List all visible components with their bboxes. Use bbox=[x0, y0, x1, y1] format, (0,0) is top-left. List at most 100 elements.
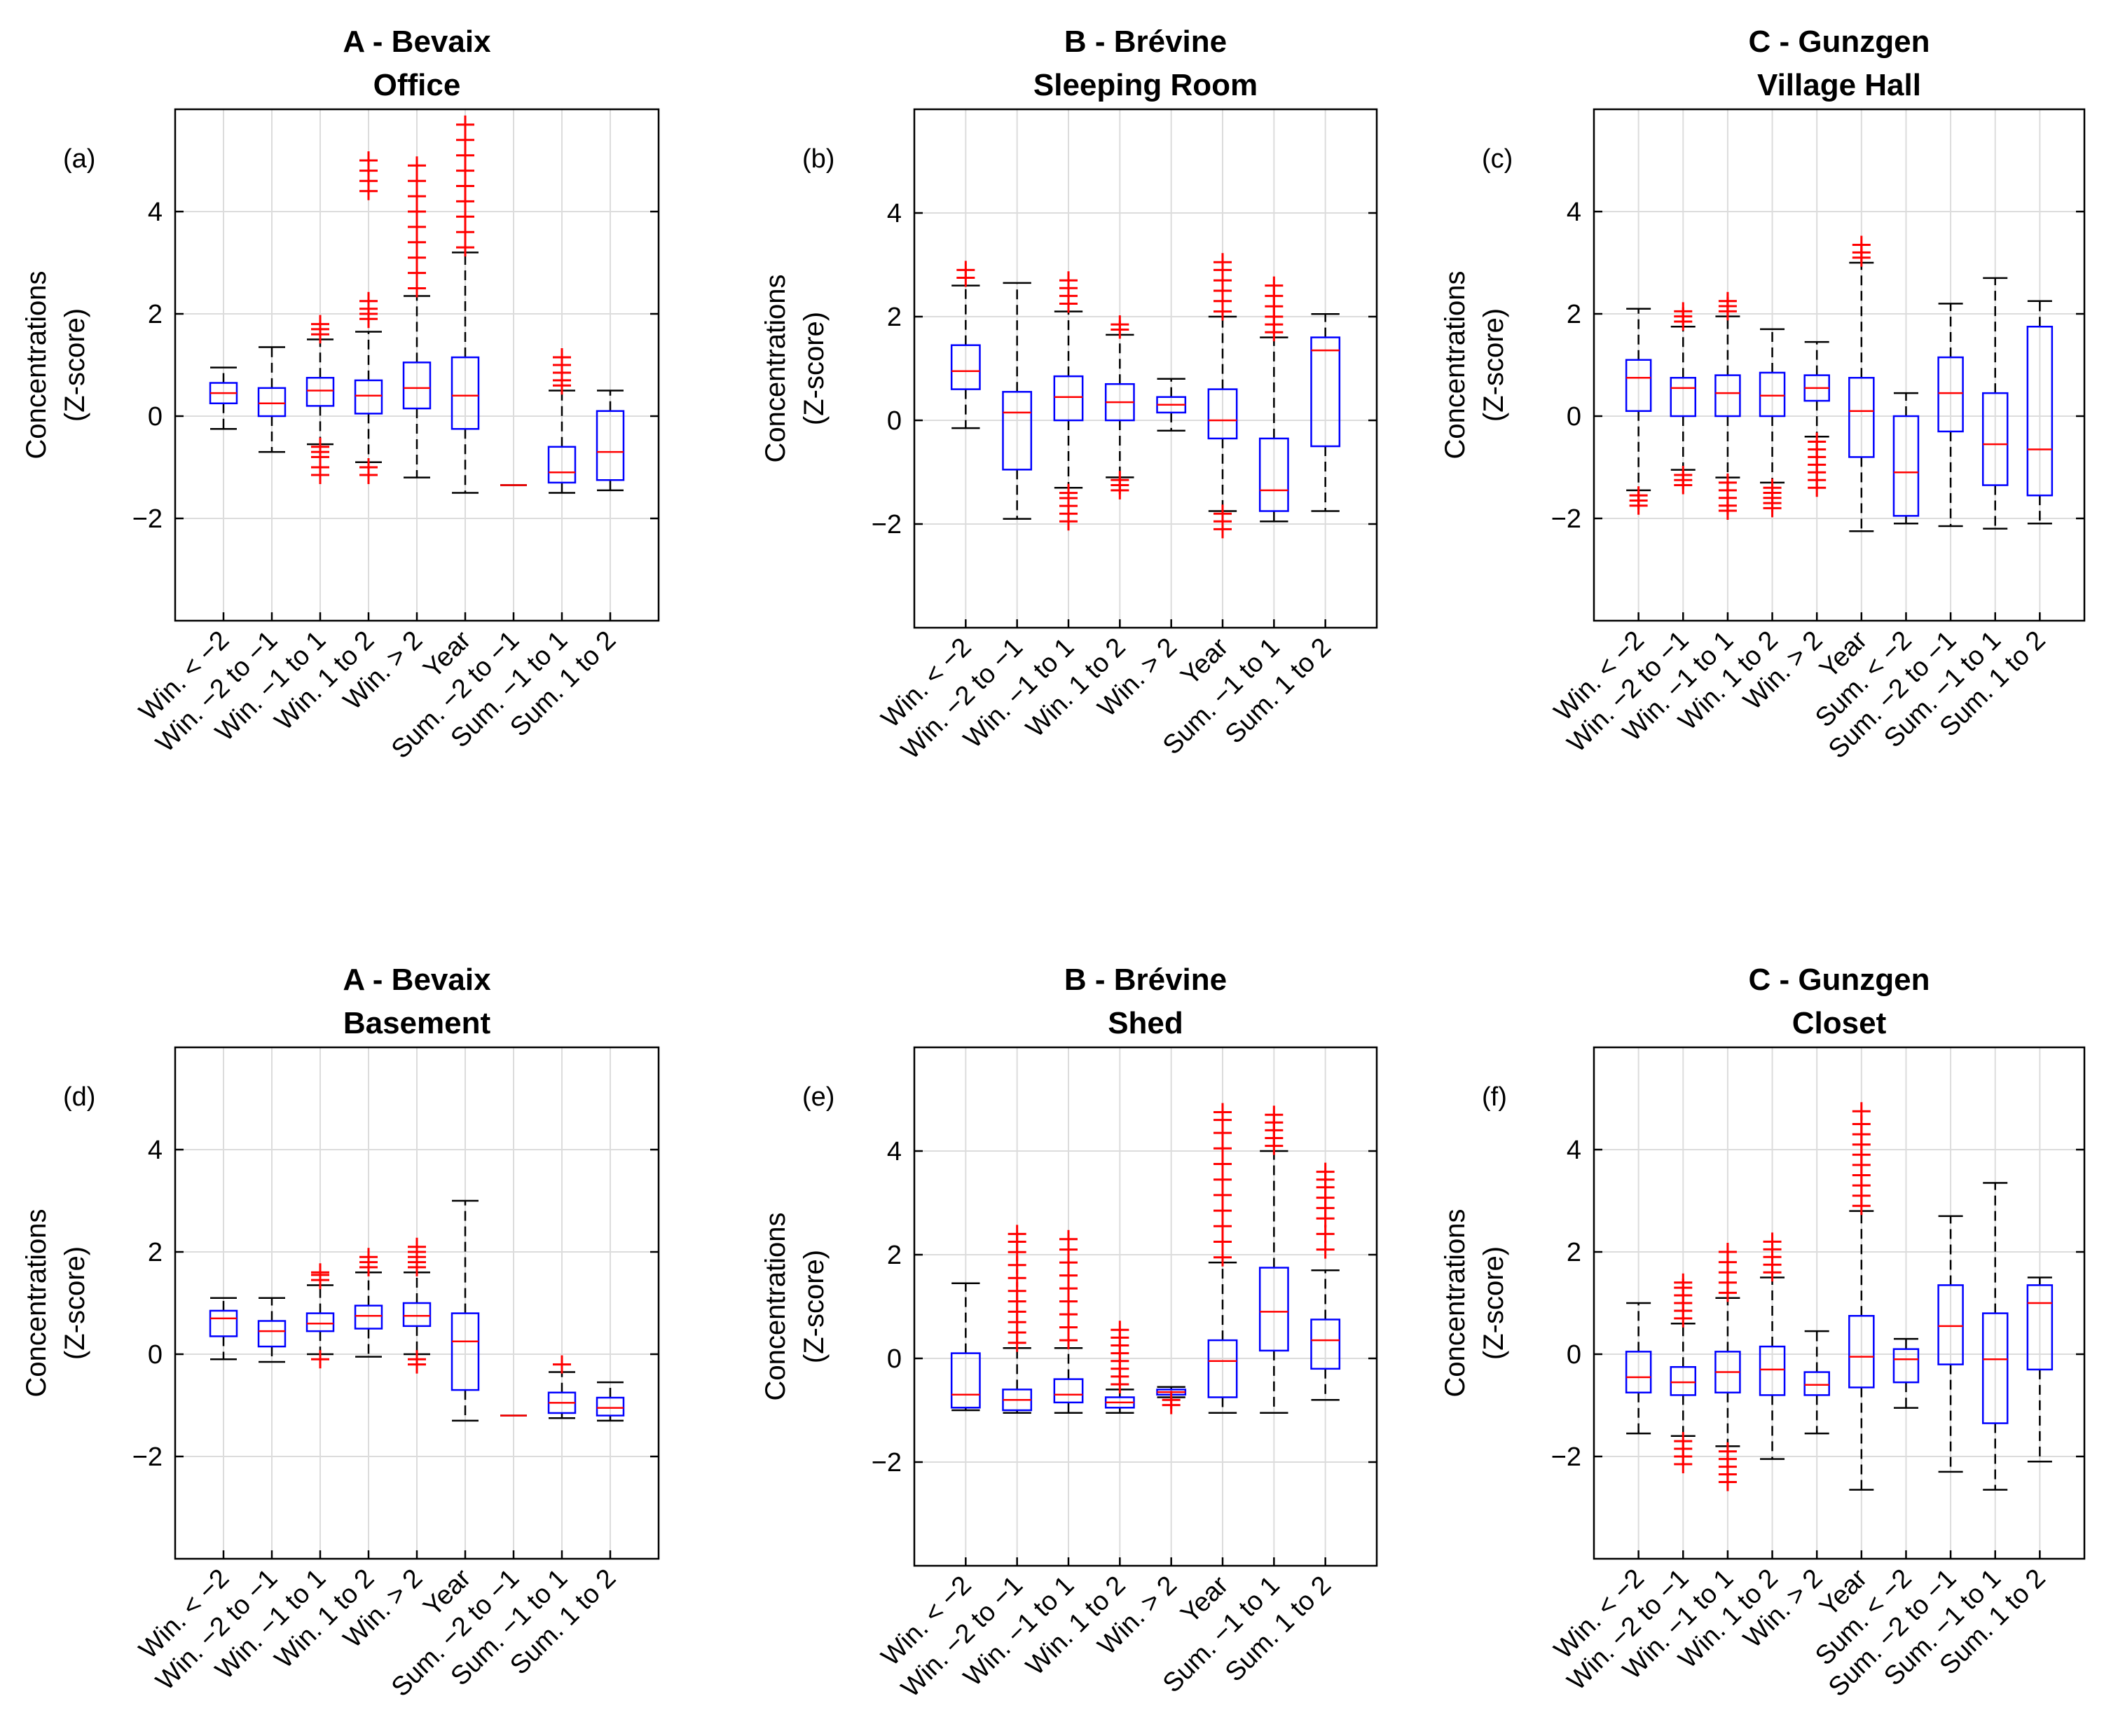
box-6 bbox=[1207, 1103, 1238, 1414]
panel-title-line-1: C - Gunzgen bbox=[1748, 25, 1930, 59]
box-3 bbox=[305, 1263, 335, 1369]
box-body bbox=[547, 446, 577, 484]
box-1 bbox=[209, 366, 238, 430]
box-body bbox=[1258, 437, 1289, 512]
box-8 bbox=[1937, 1215, 1964, 1473]
outlier-marker bbox=[1213, 1217, 1232, 1236]
panel-title-line-2: Office bbox=[373, 68, 461, 102]
panel-label: (a) bbox=[63, 144, 95, 174]
box-body bbox=[1670, 377, 1697, 418]
box-1 bbox=[209, 1297, 238, 1360]
y-tick-label: 4 bbox=[1567, 1136, 1581, 1165]
panel-label: (f) bbox=[1482, 1082, 1507, 1112]
y-tick-label: 2 bbox=[887, 1241, 902, 1270]
y-axis-label-line-1: Concentrations bbox=[1440, 1208, 1471, 1397]
box-body bbox=[1625, 1351, 1652, 1393]
outlier-marker bbox=[408, 1355, 426, 1374]
panel-label: (b) bbox=[802, 144, 834, 174]
y-tick-label: 0 bbox=[148, 1340, 163, 1370]
box-8 bbox=[1310, 313, 1341, 512]
box-body bbox=[1937, 356, 1964, 433]
box-5 bbox=[402, 1237, 432, 1374]
y-tick-label: −2 bbox=[132, 504, 163, 534]
box-body bbox=[1053, 1378, 1084, 1404]
outlier-marker bbox=[1852, 1102, 1871, 1121]
box-body bbox=[1310, 1318, 1341, 1370]
outlier-marker bbox=[1213, 253, 1232, 272]
outlier-marker bbox=[1718, 1243, 1737, 1261]
outlier-marker bbox=[359, 151, 378, 170]
outlier-marker bbox=[311, 465, 329, 484]
y-tick-label: 2 bbox=[1567, 1238, 1581, 1267]
box-body bbox=[1981, 392, 2009, 486]
y-axis-label-line-1: Concentrations bbox=[760, 274, 791, 462]
outlier-marker bbox=[456, 146, 474, 165]
box-7 bbox=[1258, 276, 1289, 523]
outlier-marker bbox=[1213, 1201, 1232, 1220]
box-3 bbox=[1714, 291, 1741, 521]
box-body bbox=[354, 379, 383, 415]
outlier-marker bbox=[359, 291, 378, 310]
box-6 bbox=[1207, 253, 1238, 539]
axes-frame bbox=[913, 108, 1378, 629]
panel-title-line-2: Sleeping Room bbox=[1033, 68, 1258, 102]
y-tick-label: 2 bbox=[1567, 300, 1581, 329]
box-body bbox=[1892, 1348, 1920, 1384]
outlier-marker bbox=[1213, 1139, 1232, 1158]
box-8 bbox=[1937, 303, 1964, 528]
outlier-marker bbox=[408, 172, 426, 191]
box-body bbox=[1625, 359, 1652, 412]
y-tick-label: −2 bbox=[132, 1442, 163, 1472]
outlier-marker bbox=[1213, 520, 1232, 539]
outlier-marker bbox=[1265, 276, 1284, 295]
box-9 bbox=[596, 1381, 625, 1422]
y-tick-label: −2 bbox=[872, 510, 902, 539]
box-body bbox=[354, 1304, 383, 1330]
box-2 bbox=[1002, 282, 1033, 520]
box-1 bbox=[950, 1282, 981, 1412]
y-tick-label: 0 bbox=[1567, 1340, 1581, 1370]
outlier-marker bbox=[1629, 496, 1648, 515]
outlier-marker bbox=[1316, 1225, 1335, 1244]
outlier-marker bbox=[1213, 1248, 1232, 1267]
box-body bbox=[2026, 326, 2054, 497]
box-3 bbox=[1714, 1243, 1741, 1492]
box-2 bbox=[257, 1297, 287, 1363]
box-body bbox=[1759, 1345, 1786, 1396]
box-9 bbox=[596, 390, 625, 492]
outlier-marker bbox=[1111, 1321, 1129, 1339]
y-tick-label: 0 bbox=[887, 406, 902, 436]
outlier-marker bbox=[1213, 1155, 1232, 1173]
panel-title-line-1: B - Brévine bbox=[1064, 963, 1227, 997]
outlier-marker bbox=[1674, 1273, 1693, 1292]
y-tick-label: 4 bbox=[148, 198, 163, 227]
panel-title-line-1: C - Gunzgen bbox=[1748, 963, 1930, 997]
box-body bbox=[1759, 371, 1786, 418]
box-8 bbox=[1310, 1162, 1341, 1401]
box-body bbox=[209, 1309, 238, 1337]
box-7 bbox=[1892, 1337, 1920, 1409]
box-8 bbox=[547, 1355, 577, 1419]
y-axis-label-line-1: Concentrations bbox=[760, 1212, 791, 1400]
panel-title-line-1: B - Brévine bbox=[1064, 25, 1227, 59]
outlier-marker bbox=[408, 279, 426, 298]
box-body bbox=[402, 361, 432, 410]
box-8 bbox=[547, 348, 577, 494]
box-4 bbox=[1759, 1232, 1786, 1460]
outlier-marker bbox=[408, 263, 426, 282]
outlier-marker bbox=[408, 248, 426, 267]
y-axis-label-line-1: Concentrations bbox=[21, 270, 52, 459]
box-5 bbox=[402, 156, 432, 478]
y-tick-label: −2 bbox=[1551, 1442, 1581, 1472]
panel-title-line-1: A - Bevaix bbox=[343, 963, 491, 997]
box-9 bbox=[1981, 277, 2009, 530]
outlier-marker bbox=[311, 315, 329, 333]
y-tick-label: 4 bbox=[887, 1137, 902, 1166]
panel-title-line-2: Basement bbox=[343, 1006, 491, 1040]
